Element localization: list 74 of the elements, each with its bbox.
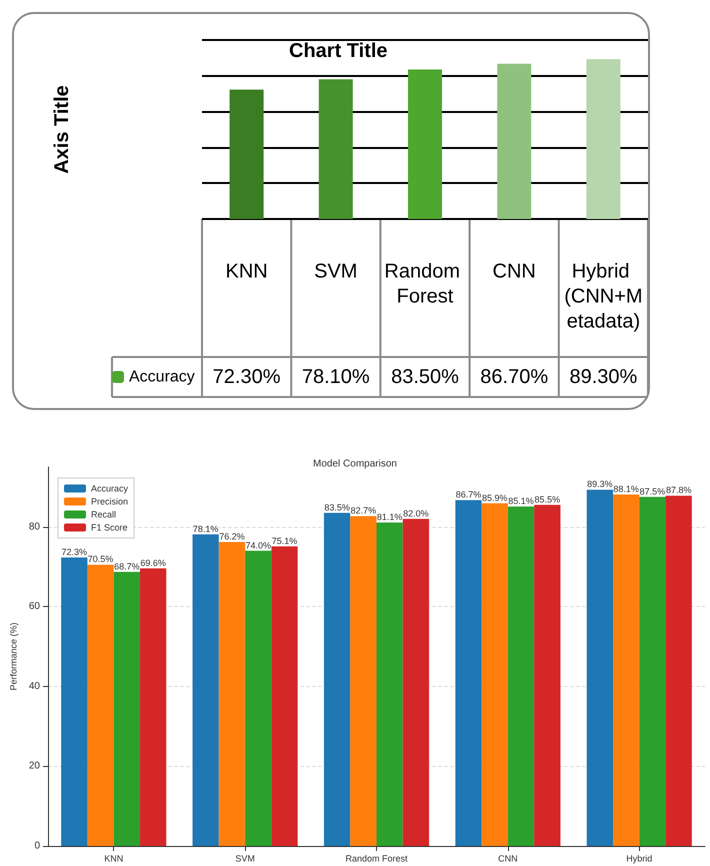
bar xyxy=(324,512,350,846)
data-label: 68.7% xyxy=(114,561,140,572)
bar xyxy=(61,558,88,846)
bar xyxy=(613,494,640,846)
bar xyxy=(666,496,692,846)
data-label: 85.5% xyxy=(534,494,560,504)
data-label: 75.1% xyxy=(272,536,298,546)
data-label: 89.30% xyxy=(569,366,638,388)
data-label: 86.7% xyxy=(456,490,482,500)
bar xyxy=(350,516,376,846)
bar xyxy=(586,59,620,219)
bar xyxy=(639,496,666,846)
bar xyxy=(87,564,114,846)
data-label: 85.1% xyxy=(508,496,534,506)
y-tick-label: 80 xyxy=(28,521,40,532)
data-label: 82.0% xyxy=(403,508,429,518)
x-tick-label: Hybrid (CNN+M etadata) xyxy=(564,260,643,332)
bar xyxy=(230,90,264,219)
y-tick-label: 0 xyxy=(34,840,40,852)
legend-label: Recall xyxy=(91,510,116,520)
chart-title: Model Comparison xyxy=(313,458,397,470)
chart-title: Chart Title xyxy=(289,40,388,62)
y-tick-label: 40 xyxy=(28,680,40,692)
x-tick-label: SVM xyxy=(314,260,358,282)
data-label: 78.10% xyxy=(302,366,370,388)
bar xyxy=(376,522,403,846)
data-label: 74.0% xyxy=(245,540,272,550)
y-axis-title: Axis Title xyxy=(51,85,73,174)
data-label: 69.6% xyxy=(140,558,166,568)
data-label: 82.7% xyxy=(350,506,376,516)
data-label: 72.3% xyxy=(62,547,88,558)
bar xyxy=(586,490,614,846)
data-label: 88.1% xyxy=(613,484,639,494)
data-label: 76.2% xyxy=(219,532,245,542)
data-label: 83.5% xyxy=(324,502,350,512)
x-tick-label: KNN xyxy=(225,260,268,282)
bar xyxy=(497,64,532,219)
data-label: 87.5% xyxy=(640,486,666,496)
bar xyxy=(455,500,482,846)
x-tick-label: Random Forest xyxy=(345,854,408,864)
bar xyxy=(402,518,430,846)
bar xyxy=(408,70,442,219)
y-tick-label: 20 xyxy=(28,760,40,772)
legend-label: Accuracy xyxy=(129,368,195,386)
x-tick-label: CNN xyxy=(498,854,518,864)
data-label: 83.50% xyxy=(391,366,460,388)
bar xyxy=(140,568,166,846)
x-tick-label: CNN xyxy=(492,260,536,282)
x-tick-label: Hybrid xyxy=(626,854,652,864)
data-label: 78.1% xyxy=(192,524,218,534)
data-label: 81.1% xyxy=(376,512,402,522)
y-axis-title: Performance (%) xyxy=(8,622,18,691)
y-tick-label: 60 xyxy=(28,601,40,612)
bar xyxy=(271,546,298,846)
x-tick-label: Random Forest xyxy=(384,260,466,308)
bar xyxy=(508,506,534,846)
data-label: 85.9% xyxy=(482,492,508,503)
data-label: 86.70% xyxy=(480,366,548,388)
bar xyxy=(534,504,560,846)
data-label: 87.8% xyxy=(666,485,692,496)
bar xyxy=(114,572,140,846)
bar xyxy=(482,503,508,846)
bar xyxy=(218,542,246,846)
bar xyxy=(192,534,219,846)
legend-label: Accuracy xyxy=(91,484,129,494)
legend-label: Precision xyxy=(91,496,128,506)
x-tick-label: SVM xyxy=(235,854,255,864)
data-label: 89.3% xyxy=(587,479,613,490)
legend-label: F1 Score xyxy=(91,522,128,532)
data-label: 72.30% xyxy=(212,366,281,388)
x-tick-label: KNN xyxy=(104,854,124,864)
bar xyxy=(318,79,353,219)
data-label: 70.5% xyxy=(88,554,114,564)
bar xyxy=(245,550,272,846)
